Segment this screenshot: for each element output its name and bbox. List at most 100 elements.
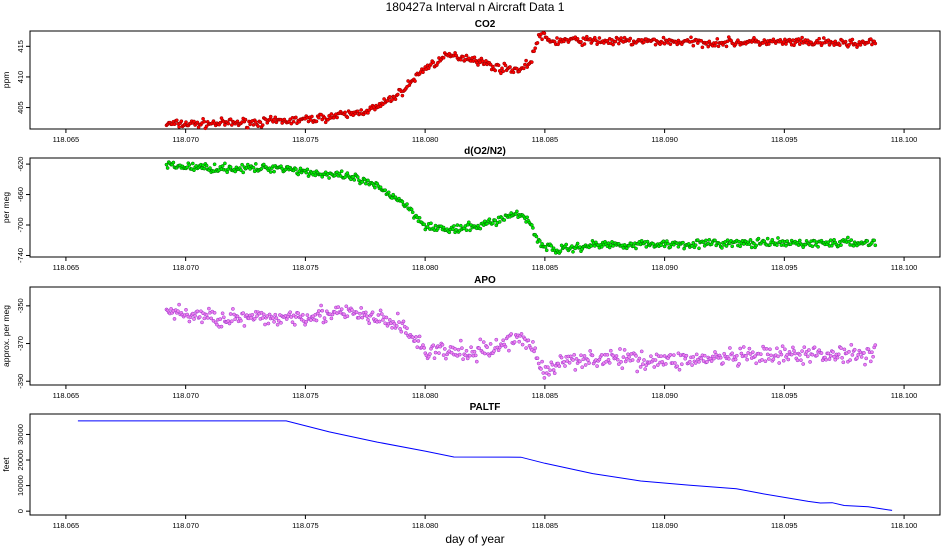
data-point xyxy=(728,346,732,350)
data-point xyxy=(360,180,365,184)
data-point xyxy=(582,42,587,46)
data-point xyxy=(208,166,212,170)
data-point xyxy=(379,312,384,316)
data-point xyxy=(171,160,176,165)
data-point xyxy=(655,363,660,367)
data-point xyxy=(399,329,404,334)
data-point xyxy=(390,98,394,102)
data-point xyxy=(192,119,196,124)
data-point xyxy=(488,62,493,67)
data-point xyxy=(410,335,415,340)
data-point xyxy=(453,347,457,351)
data-point xyxy=(280,121,285,125)
data-point xyxy=(605,352,610,357)
data-point xyxy=(239,318,243,323)
data-point xyxy=(738,346,743,351)
x-tick-label: 118.080 xyxy=(412,263,439,272)
data-point xyxy=(491,221,495,225)
data-point xyxy=(192,317,196,321)
data-point xyxy=(190,161,195,166)
data-point xyxy=(760,358,764,362)
data-point xyxy=(223,161,227,166)
data-point xyxy=(441,55,446,60)
chart-panels: CO2 ppm 118.065 118.070 118.075 118.080 118.08… xyxy=(1,19,941,530)
data-point xyxy=(447,230,452,235)
data-point xyxy=(416,339,421,343)
data-point xyxy=(586,358,590,362)
data-point xyxy=(547,372,551,377)
data-point xyxy=(800,349,804,353)
x-tick-label: 118.070 xyxy=(172,135,199,144)
data-point xyxy=(775,346,779,351)
data-point xyxy=(487,353,492,358)
data-point xyxy=(501,69,506,74)
data-point xyxy=(614,354,619,358)
data-point xyxy=(744,354,748,358)
data-point xyxy=(503,63,508,68)
data-point xyxy=(458,223,463,228)
data-point xyxy=(850,37,855,42)
data-point xyxy=(630,42,635,47)
data-point xyxy=(345,115,350,120)
data-point xyxy=(709,359,714,363)
data-point xyxy=(684,353,689,358)
data-point xyxy=(472,55,477,60)
data-point xyxy=(836,352,841,357)
data-point xyxy=(771,357,776,362)
data-point xyxy=(497,220,502,224)
data-point xyxy=(548,368,552,373)
data-point xyxy=(200,320,204,325)
data-point xyxy=(319,303,323,308)
data-point xyxy=(294,315,298,319)
data-point xyxy=(464,53,469,58)
data-point xyxy=(452,224,456,228)
data-point xyxy=(228,312,233,316)
data-point xyxy=(580,365,585,370)
data-point xyxy=(597,36,602,40)
data-point xyxy=(571,358,575,362)
data-point xyxy=(442,347,447,351)
data-point xyxy=(758,352,763,357)
data-point xyxy=(456,347,461,352)
data-point xyxy=(485,345,489,350)
data-point xyxy=(378,308,383,313)
data-point xyxy=(377,319,382,324)
data-point xyxy=(229,123,234,127)
data-point xyxy=(644,363,649,368)
data-point xyxy=(507,348,511,353)
data-point xyxy=(611,42,615,47)
data-point xyxy=(842,347,847,352)
data-point xyxy=(352,178,357,182)
data-point xyxy=(342,312,346,317)
series-line xyxy=(77,420,893,511)
data-point xyxy=(864,356,869,361)
data-point xyxy=(756,236,761,241)
data-point xyxy=(791,38,795,42)
data-point xyxy=(564,242,569,247)
data-point xyxy=(784,243,788,248)
x-tick-label: 118.075 xyxy=(292,391,319,400)
data-point xyxy=(268,170,273,174)
data-point xyxy=(220,164,225,168)
data-point xyxy=(345,171,350,175)
data-point xyxy=(241,170,246,175)
data-point xyxy=(184,120,188,124)
data-point xyxy=(316,309,321,313)
data-point xyxy=(849,238,854,242)
data-point xyxy=(472,349,477,354)
data-point xyxy=(202,316,207,321)
data-point xyxy=(243,117,248,122)
data-point xyxy=(608,348,613,353)
data-point xyxy=(373,185,377,190)
data-point xyxy=(540,359,544,364)
data-point xyxy=(828,238,833,243)
data-point xyxy=(815,353,819,358)
data-point xyxy=(531,340,535,344)
data-point xyxy=(747,346,752,351)
data-point xyxy=(748,238,753,242)
data-point xyxy=(165,166,170,170)
data-point xyxy=(616,362,621,366)
panel-title: CO2 xyxy=(475,19,496,30)
data-point xyxy=(382,97,386,101)
data-point xyxy=(707,237,712,242)
